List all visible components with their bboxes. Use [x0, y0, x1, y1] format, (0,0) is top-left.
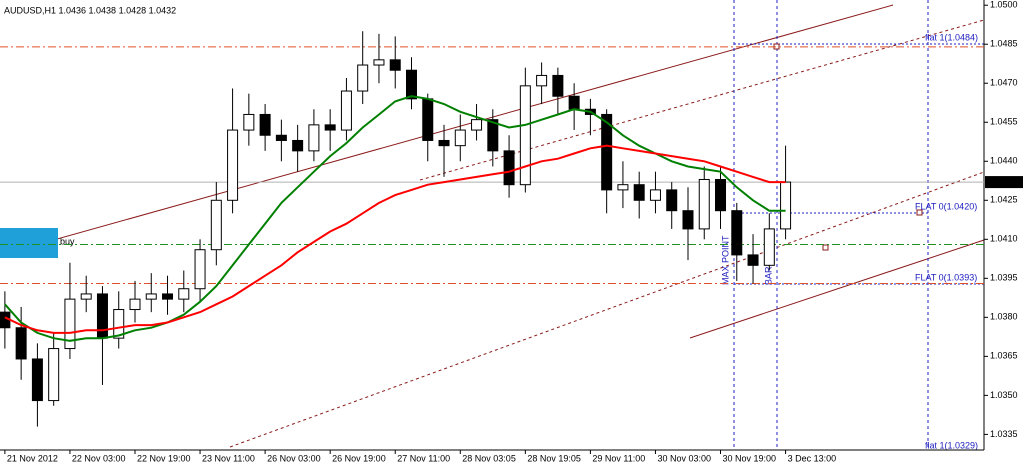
candle-body: [682, 210, 694, 230]
y-tick-label: 1.0485: [990, 39, 1018, 49]
candle-body: [227, 129, 239, 201]
candle-body: [405, 69, 417, 100]
x-tick-label: 30 Nov 03:00: [657, 453, 711, 463]
y-tick-label: 1.0350: [990, 390, 1018, 400]
drawing-objects: [0, 0, 985, 450]
candle-body: [31, 358, 43, 402]
moving-average: [4, 144, 786, 334]
annotation: FLAT 0(1.0420): [915, 201, 977, 211]
candle-body: [666, 189, 678, 212]
x-tick-label: 29 Nov 11:00: [592, 453, 645, 463]
candle-body: [194, 249, 206, 290]
candle-body: [649, 189, 661, 201]
y-tick-label: 1.0500: [990, 0, 1018, 10]
candle-body: [389, 59, 401, 71]
candle-body: [487, 119, 499, 152]
candle-body: [113, 309, 125, 339]
buy-button[interactable]: [0, 228, 58, 258]
current-price-box: [985, 176, 1023, 189]
candle-body: [454, 129, 466, 147]
candle-body: [617, 184, 629, 191]
candle-body: [503, 150, 515, 186]
candle-body: [536, 74, 548, 87]
annotation: buy: [60, 236, 75, 246]
candle-body: [292, 139, 304, 152]
y-tick-label: 1.0425: [990, 195, 1018, 205]
x-tick-label: 22 Nov 03:00: [72, 453, 126, 463]
candle-body: [373, 59, 385, 66]
candle-body: [601, 113, 613, 191]
x-tick-label: 28 Nov 03:05: [462, 453, 516, 463]
candle-body: [422, 98, 434, 141]
y-tick-label: 1.0455: [990, 117, 1018, 127]
candle-body: [633, 184, 645, 201]
candle-body: [80, 293, 92, 300]
candle-body: [438, 139, 450, 147]
annotation: MAX POINT: [720, 235, 730, 285]
x-tick-label: 21 Nov 2012: [7, 453, 58, 463]
candle-body: [178, 288, 190, 300]
chart-title: AUDUSD,H1 1.0436 1.0438 1.0428 1.0432: [4, 5, 176, 15]
x-tick-label: 30 Nov 19:00: [723, 453, 777, 463]
candle-body: [210, 199, 222, 251]
candle-body: [568, 95, 580, 110]
y-tick-label: 1.0380: [990, 312, 1018, 322]
annotation: flat 1(1.0329): [925, 440, 978, 450]
annotation: flat 1(1.0484): [925, 32, 978, 42]
y-tick-label: 1.0470: [990, 78, 1018, 88]
x-tick-label: 23 Nov 11:00: [202, 453, 255, 463]
x-tick-label: 3 Dec 13:00: [788, 453, 837, 463]
candle-body: [552, 74, 564, 97]
candle-body: [324, 124, 336, 131]
candle-body: [145, 293, 157, 300]
candle-body: [129, 298, 141, 311]
candle-body: [471, 119, 483, 131]
trend-line: [689, 239, 985, 339]
anchor-point: [822, 244, 829, 251]
trend-line-dotted: [229, 171, 985, 448]
current-price-label: 1.0432: [989, 176, 1017, 186]
candle-body: [731, 210, 743, 256]
y-tick-label: 1.0440: [990, 156, 1018, 166]
candle-body: [763, 228, 775, 266]
y-tick-label: 1.0335: [990, 429, 1018, 439]
candle-body: [96, 293, 108, 339]
candle-body: [259, 113, 271, 136]
candle-body: [308, 124, 320, 152]
x-tick-label: 22 Nov 19:00: [137, 453, 191, 463]
annotation: FLAT 0(1.0393): [915, 272, 977, 282]
candle-body: [275, 134, 287, 141]
trend-line: [0, 4, 894, 256]
x-tick-label: 26 Nov 03:00: [267, 453, 321, 463]
candle-body: [715, 178, 727, 212]
candle-body: [48, 348, 60, 402]
candle-body: [519, 85, 531, 186]
candle-body: [243, 113, 255, 131]
candle-body: [698, 178, 710, 230]
candle-body: [340, 90, 352, 131]
y-tick-label: 1.0410: [990, 234, 1018, 244]
x-tick-label: 28 Nov 19:05: [527, 453, 581, 463]
anchor-point: [916, 209, 923, 216]
annotation: BAR: [763, 266, 773, 285]
candle-body: [780, 181, 792, 230]
y-tick-label: 1.0365: [990, 351, 1018, 361]
candle-body: [162, 293, 174, 300]
candle-body: [15, 327, 27, 360]
candle-body: [747, 254, 759, 266]
x-tick-label: 27 Nov 11:00: [397, 453, 450, 463]
x-tick-label: 26 Nov 19:00: [332, 453, 386, 463]
y-tick-label: 1.0395: [990, 273, 1018, 283]
candle-body: [64, 298, 76, 350]
candle-body: [357, 64, 369, 92]
